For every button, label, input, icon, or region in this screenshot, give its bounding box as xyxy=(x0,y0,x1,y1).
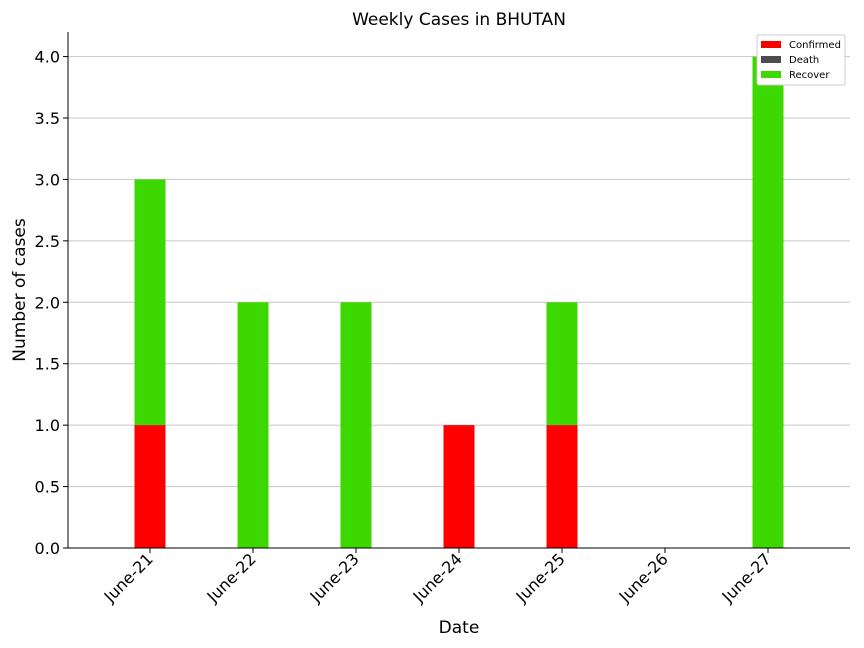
y-tick-label: 2.5 xyxy=(35,232,60,251)
x-tick-label: June-22 xyxy=(203,549,260,606)
x-tick-label: June-21 xyxy=(100,549,157,606)
x-tick-label: June-25 xyxy=(512,549,569,606)
y-tick-label: 0.5 xyxy=(35,478,60,497)
bar-recover-june-22 xyxy=(237,302,269,548)
legend: Confirmed Death Recover xyxy=(756,34,846,86)
x-tick-label: June-23 xyxy=(306,549,363,606)
y-tick-label: 2.0 xyxy=(35,293,60,312)
y-tick-label: 1.5 xyxy=(35,355,60,374)
x-tick-label: June-24 xyxy=(409,549,466,606)
y-axis-label: Number of cases xyxy=(10,218,30,362)
bar-confirmed-june-25 xyxy=(546,425,578,548)
chart-title: Weekly Cases in BHUTAN xyxy=(352,10,566,30)
y-tick-label: 4.0 xyxy=(35,48,60,67)
y-tick-label: 3.5 xyxy=(35,109,60,128)
x-ticks: June-21 June-22 June-23 June-24 June-25 June-… xyxy=(100,548,775,607)
x-tick-label: June-26 xyxy=(615,549,672,606)
y-ticks: 0.0 0.5 1.0 1.5 2.0 2.5 3.0 3.5 4.0 xyxy=(35,48,68,558)
y-tick-label: 1.0 xyxy=(35,416,60,435)
gridlines xyxy=(68,56,850,488)
x-axis-label: Date xyxy=(439,618,480,638)
legend-label-death: Death xyxy=(789,55,819,66)
y-tick-label: 3.0 xyxy=(35,170,60,189)
legend-label-confirmed: Confirmed xyxy=(789,40,841,51)
bar-confirmed-june-24 xyxy=(443,425,475,548)
bar-confirmed-june-21 xyxy=(134,425,166,548)
legend-swatch-confirmed xyxy=(761,41,781,48)
bar-recover-june-27 xyxy=(752,56,784,548)
legend-swatch-death xyxy=(761,56,781,63)
x-tick-label: June-27 xyxy=(718,549,775,606)
bar-recover-june-23 xyxy=(340,302,372,548)
y-tick-label: 0.0 xyxy=(35,539,60,558)
legend-swatch-recover xyxy=(761,71,781,78)
legend-label-recover: Recover xyxy=(789,70,830,81)
bars xyxy=(134,56,784,548)
